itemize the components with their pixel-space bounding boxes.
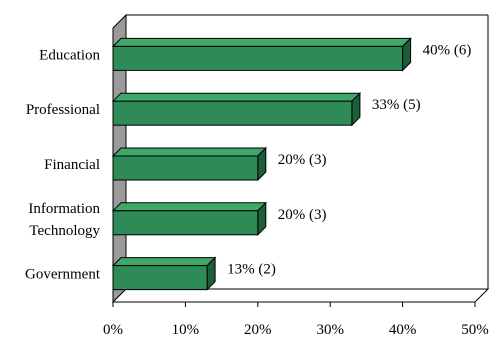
bar-2: [112, 155, 259, 181]
category-label-0: Education: [39, 47, 100, 63]
data-label-3: 20% (3): [278, 207, 327, 223]
x-axis-tick-labels: 0% 10% 20% 30% 40% 50%: [103, 302, 489, 338]
x-tick-label-2: 20%: [244, 322, 272, 338]
bar-series: [111, 37, 412, 291]
x-tick-label-4: 40%: [389, 322, 417, 338]
bar-top-4: [111, 257, 217, 267]
category-label-1: Professional: [26, 102, 100, 118]
bar-0: [112, 45, 404, 71]
data-labels: 40% (6) 33% (5) 20% (3) 20% (3) 13% (2): [227, 42, 471, 277]
category-label-3-line-1: Technology: [29, 223, 100, 239]
category-label-2: Financial: [44, 157, 100, 173]
bar-top-1: [111, 92, 362, 102]
bar-3: [112, 210, 259, 236]
data-label-4: 13% (2): [227, 262, 276, 278]
x-tick-label-3: 30%: [316, 322, 344, 338]
bar-top-0: [111, 37, 412, 47]
x-tick-label-0: 0%: [103, 322, 123, 338]
category-labels: Education Professional Financial Informatio…: [25, 47, 101, 282]
category-label-4: Government: [25, 267, 101, 283]
bar-4: [112, 265, 208, 291]
bar-top-2: [111, 147, 268, 157]
data-label-1: 33% (5): [372, 97, 421, 113]
bar-top-3: [111, 202, 268, 212]
data-label-0: 40% (6): [423, 42, 472, 58]
x-tick-label-1: 10%: [172, 322, 200, 338]
data-label-2: 20% (3): [278, 152, 327, 168]
bar-1: [112, 100, 353, 126]
x-tick-label-5: 50%: [461, 322, 489, 338]
chart-floor: [111, 288, 489, 303]
category-label-3-line-0: Information: [28, 201, 100, 217]
